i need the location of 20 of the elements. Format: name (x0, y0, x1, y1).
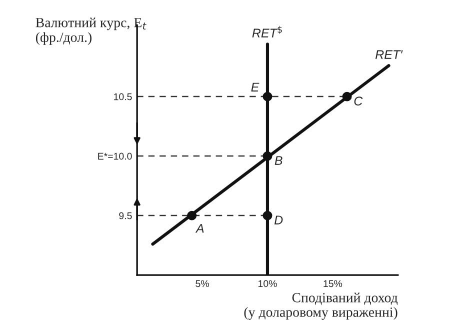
text: Валютний курс, E$_{t}$ (фр./дол.) (36, 18, 146, 45)
series-label: RET′ (375, 50, 403, 59)
annotation: E (251, 82, 260, 92)
point (262, 151, 272, 161)
annotation: C (354, 96, 363, 106)
annotation: A (195, 224, 204, 233)
series-label: RET$^{$}$ (252, 26, 282, 38)
point (262, 92, 272, 102)
point (187, 210, 197, 220)
annotation: B (274, 156, 282, 165)
x-axis-title: Сподіваний доход (у доларовому вираженні) (244, 292, 398, 320)
x-tick-label: 5% (196, 280, 209, 288)
y-tick-label: 9.5 (119, 212, 132, 220)
point (262, 210, 272, 220)
x-tick-label: 15% (324, 280, 342, 288)
annotation: D (274, 216, 283, 224)
point (342, 92, 352, 102)
y-tick-label: E*=10.0 (98, 152, 132, 160)
y-tick-label: 10.5 (114, 93, 132, 100)
x-tick-label: 10% (258, 280, 277, 288)
